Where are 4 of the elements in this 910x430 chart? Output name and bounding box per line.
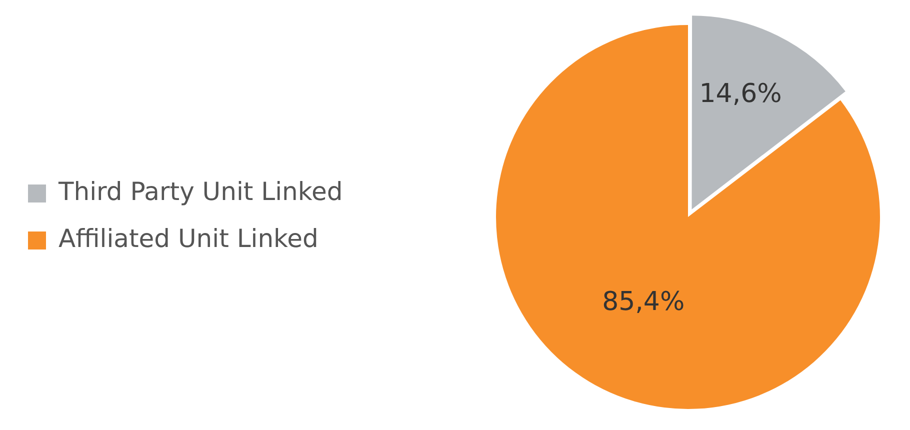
legend-label: Third Party Unit Linked [58,177,343,206]
data-label: 14,6% [699,79,782,110]
data-label: 85,4% [602,286,685,317]
legend-label: Affiliated Unit Linked [58,224,318,253]
